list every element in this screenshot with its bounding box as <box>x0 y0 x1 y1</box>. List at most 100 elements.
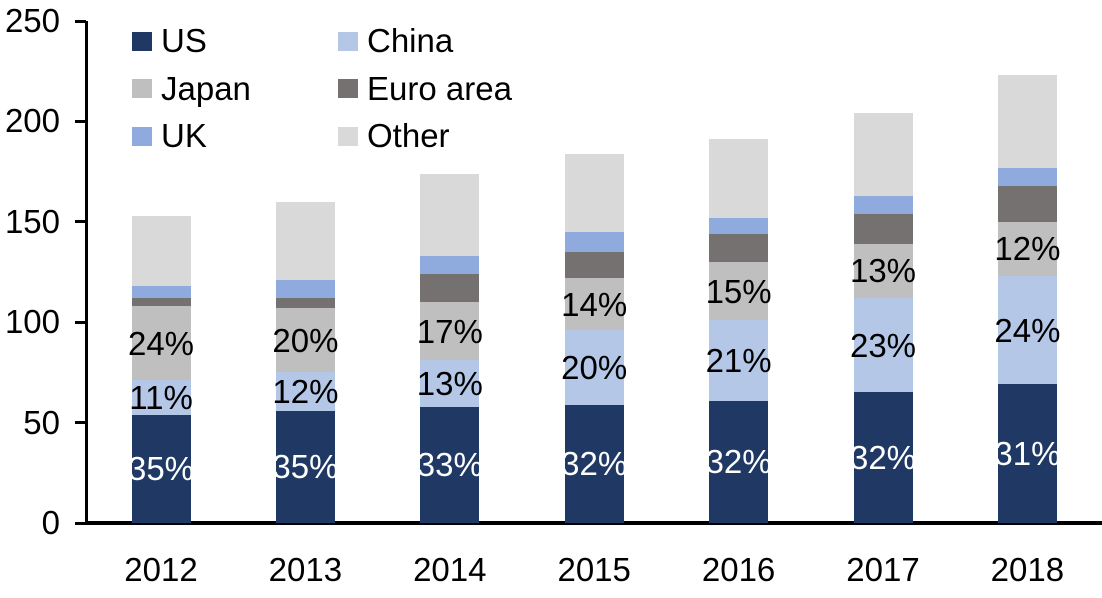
legend-label: Other <box>367 117 450 154</box>
bar-segment-other-2013 <box>275 201 335 281</box>
legend-label: China <box>367 22 454 59</box>
x-tick-label-2015: 2015 <box>557 551 631 588</box>
y-tick-label: 200 <box>4 102 60 140</box>
segment-percentage-label: 35% <box>272 448 339 486</box>
bar-segment-china-2018: 24% <box>994 276 1060 385</box>
bar-segment-china-2012: 11% <box>129 378 193 416</box>
y-tick-label: 0 <box>41 504 60 541</box>
bar-segment-other-2018 <box>997 75 1057 168</box>
bar-segment-japan-2017: 13% <box>850 243 916 299</box>
segment-percentage-label: 15% <box>705 272 772 310</box>
bar-segment-china-2017: 23% <box>850 298 916 393</box>
segment-percentage-label: 11% <box>129 378 193 416</box>
bar-segment-us-2015: 32% <box>561 404 627 523</box>
bar-segment-uk-2017 <box>853 195 913 214</box>
segment-percentage-label: 32% <box>705 443 772 481</box>
y-tick-mark <box>75 220 86 224</box>
legend-label: UK <box>161 117 207 154</box>
segment-percentage-label: 12% <box>994 230 1061 268</box>
y-tick-mark <box>75 19 86 23</box>
bar-segment-china-2014: 13% <box>417 360 483 407</box>
legend-item-other: Other <box>338 117 450 154</box>
y-tick-label: 250 <box>4 2 60 39</box>
bar-segment-us-2018: 31% <box>994 384 1060 523</box>
bar-segment-euro-area-2012 <box>131 298 191 307</box>
bar-segment-euro-area-2014 <box>420 274 480 303</box>
bar-segment-euro-area-2015 <box>564 251 624 278</box>
y-tick-label: 100 <box>4 303 60 341</box>
bar-segment-uk-2018 <box>997 167 1057 186</box>
legend-swatch-icon <box>132 79 152 98</box>
bar-segment-china-2016: 21% <box>706 320 772 401</box>
segment-percentage-label: 24% <box>994 311 1061 349</box>
segment-percentage-label: 20% <box>561 348 628 386</box>
bar-segment-euro-area-2018 <box>997 185 1057 222</box>
legend-item-uk: UK <box>132 117 207 154</box>
y-axis-line <box>85 21 88 524</box>
segment-percentage-label: 12% <box>272 372 339 410</box>
segment-percentage-label: 31% <box>994 435 1061 473</box>
legend-label: Japan <box>161 69 251 107</box>
bar-segment-us-2013: 35% <box>272 410 338 523</box>
segment-percentage-label: 20% <box>272 321 339 359</box>
bar-segment-other-2016 <box>709 139 769 218</box>
bar-segment-uk-2014 <box>420 255 480 274</box>
segment-percentage-label: 35% <box>127 450 195 488</box>
y-tick-mark <box>75 521 86 525</box>
y-tick-mark <box>75 421 86 425</box>
y-tick-mark <box>75 320 86 324</box>
legend-item-euro-area: Euro area <box>338 70 512 107</box>
x-tick-label-2014: 2014 <box>413 551 487 588</box>
bar-segment-us-2017: 32% <box>850 392 916 523</box>
legend-swatch-icon <box>338 126 358 146</box>
bar-segment-uk-2015 <box>564 231 624 252</box>
legend-swatch-icon <box>132 31 152 51</box>
bar-segment-japan-2013: 20% <box>272 308 338 373</box>
x-tick-label-2018: 2018 <box>990 551 1065 588</box>
x-tick-label-2016: 2016 <box>701 551 776 588</box>
bar-segment-euro-area-2013 <box>275 298 335 309</box>
x-tick-label-2017: 2017 <box>846 551 920 588</box>
legend-item-china: China <box>338 22 453 59</box>
y-tick-label: 50 <box>23 403 60 441</box>
legend-item-us: US <box>132 22 207 59</box>
segment-percentage-label: 33% <box>416 446 483 484</box>
bar-segment-uk-2016 <box>709 217 769 234</box>
bar-segment-euro-area-2016 <box>709 233 769 262</box>
x-tick-label-2013: 2013 <box>268 551 343 588</box>
segment-percentage-label: 32% <box>561 445 628 483</box>
bar-segment-uk-2012 <box>131 286 191 299</box>
segment-percentage-label: 32% <box>849 439 917 477</box>
bar-segment-us-2014: 33% <box>417 406 483 523</box>
bar-segment-japan-2014: 17% <box>417 302 483 361</box>
segment-percentage-label: 17% <box>416 312 483 350</box>
bar-segment-uk-2013 <box>275 280 335 299</box>
bar-segment-other-2017 <box>853 113 913 196</box>
bar-segment-other-2015 <box>564 153 624 232</box>
legend-swatch-icon <box>338 79 358 98</box>
bar-segment-us-2012: 35% <box>128 414 194 523</box>
bar-segment-us-2016: 32% <box>706 400 772 523</box>
legend-label: Euro area <box>367 69 512 107</box>
segment-percentage-label: 23% <box>849 326 917 364</box>
segment-percentage-label: 14% <box>561 285 628 323</box>
bar-segment-japan-2015: 14% <box>561 278 627 331</box>
bar-segment-euro-area-2017 <box>853 213 913 244</box>
y-tick-mark <box>75 119 86 123</box>
x-axis-line <box>85 521 1102 525</box>
segment-percentage-label: 13% <box>416 364 483 402</box>
bar-segment-japan-2016: 15% <box>706 261 772 321</box>
bar-segment-other-2014 <box>420 173 480 256</box>
x-tick-label-2012: 2012 <box>124 551 198 588</box>
bar-segment-china-2015: 20% <box>561 330 627 405</box>
legend-swatch-icon <box>338 31 358 51</box>
segment-percentage-label: 13% <box>849 252 917 290</box>
bar-segment-japan-2012: 24% <box>128 306 194 381</box>
segment-percentage-label: 24% <box>127 324 195 362</box>
bar-segment-japan-2018: 12% <box>994 221 1060 276</box>
y-tick-label: 150 <box>4 202 60 240</box>
legend-swatch-icon <box>132 126 152 146</box>
bar-segment-other-2012 <box>131 215 191 287</box>
segment-percentage-label: 21% <box>705 341 772 379</box>
